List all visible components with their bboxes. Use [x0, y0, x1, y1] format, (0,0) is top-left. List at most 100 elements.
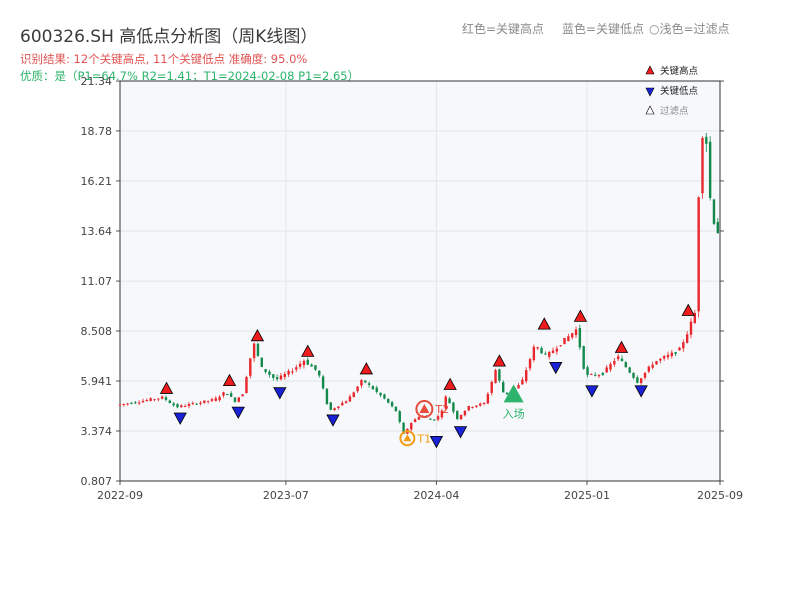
key-low-marker	[634, 385, 648, 398]
x-tick-label: 2022-09	[97, 489, 143, 502]
candle-body	[540, 348, 543, 354]
key-high-marker	[250, 328, 265, 342]
key-low-marker	[429, 435, 444, 449]
candle-body	[367, 383, 371, 385]
header-legend-blue: 蓝色=关键低点	[562, 22, 645, 36]
candle-body	[567, 336, 570, 341]
candle-body	[643, 372, 647, 378]
candle-body	[295, 367, 298, 370]
t1-triangle-marker	[403, 434, 412, 442]
entry-label: 入场	[503, 406, 525, 420]
x-tick-label: 2024-04	[413, 489, 459, 502]
candle-body	[275, 377, 279, 380]
y-tick-label: 13.64	[81, 225, 113, 238]
quality-text: 优质：是（P1=64.7% R2=1.41；T1=2024-02-08 P1=2…	[20, 69, 360, 83]
candle-body	[157, 398, 160, 400]
candle-body	[563, 337, 566, 345]
candle-body	[318, 370, 321, 376]
candle-body	[210, 399, 214, 401]
candle-body	[183, 405, 187, 407]
candle-body	[593, 374, 597, 376]
candle-body	[498, 369, 501, 381]
candle-body	[532, 346, 536, 361]
candle-body	[475, 405, 478, 407]
candle-body	[605, 367, 608, 373]
candle-body	[226, 394, 229, 396]
candle-body	[375, 387, 378, 392]
candle-body	[582, 346, 585, 369]
candle-body	[636, 377, 639, 383]
candle-body	[187, 404, 191, 406]
candle-body	[578, 327, 582, 348]
key-high-marker	[537, 317, 551, 330]
candle-body	[467, 405, 470, 411]
y-tick-label: 18.78	[81, 125, 113, 138]
candle-body	[344, 401, 348, 404]
candle-body	[360, 380, 363, 386]
candle-body	[471, 406, 474, 408]
candle-body	[655, 361, 658, 365]
key-low-marker	[453, 426, 468, 439]
t2-triangle-marker	[419, 404, 430, 414]
candle-body	[272, 374, 275, 378]
header-legend-light: ○浅色=过滤点	[649, 20, 730, 37]
candle-body	[712, 199, 716, 224]
y-tick-label: 3.374	[81, 425, 113, 438]
candle-body	[341, 402, 344, 406]
candle-body	[118, 404, 122, 406]
candle-body	[306, 359, 309, 365]
candle-body	[479, 403, 482, 406]
candle-body	[436, 416, 440, 420]
t2-label: T2	[434, 403, 449, 416]
candle-body	[429, 418, 432, 420]
candle-body	[298, 363, 302, 367]
candle-body	[482, 402, 486, 404]
candle-body	[551, 350, 555, 354]
key-high-marker	[359, 362, 374, 375]
candle-body	[387, 398, 390, 403]
y-tick-label: 0.807	[81, 475, 113, 488]
x-tick-label: 2023-07	[263, 489, 309, 502]
candle-body	[145, 400, 149, 402]
legend-label: 关键低点	[660, 85, 699, 97]
candle-body	[701, 137, 704, 194]
candle-body	[402, 422, 405, 434]
candle-body	[659, 358, 662, 361]
legend-filtered-icon	[645, 105, 655, 115]
candle-body	[505, 392, 509, 395]
candle-body	[164, 397, 168, 400]
candle-body	[685, 334, 689, 343]
t1-circle-marker	[399, 430, 416, 447]
entry-marker	[503, 384, 524, 403]
candle-body	[160, 396, 164, 399]
candle-body	[459, 414, 463, 420]
candle-body	[536, 347, 539, 349]
candle-body	[666, 354, 670, 358]
candle-body	[689, 321, 693, 335]
candle-body	[241, 394, 244, 397]
candle-body	[383, 394, 386, 399]
candle-body	[256, 343, 260, 356]
candle-body	[647, 366, 651, 372]
legend-high-icon	[645, 65, 655, 75]
candle-body	[180, 405, 183, 408]
candle-body	[632, 372, 635, 378]
recognition-result-text: 识别结果: 12个关键高点, 11个关键低点 准确度: 95.0%	[20, 52, 308, 66]
candle-body	[628, 367, 631, 373]
key-high-marker	[681, 303, 695, 316]
t2-circle-marker	[415, 400, 434, 419]
x-tick-label: 2025-09	[697, 489, 743, 502]
candle-body	[456, 411, 459, 419]
candle-body	[682, 342, 685, 349]
candle-body	[613, 360, 616, 365]
candle-body	[314, 365, 317, 370]
candle-body	[494, 370, 497, 383]
candle-body	[153, 399, 156, 401]
candle-body	[252, 343, 256, 359]
candle-body	[417, 416, 421, 420]
candle-body	[268, 371, 271, 375]
candle-body	[176, 404, 179, 408]
candle-body	[364, 380, 367, 383]
candle-body	[624, 362, 628, 368]
